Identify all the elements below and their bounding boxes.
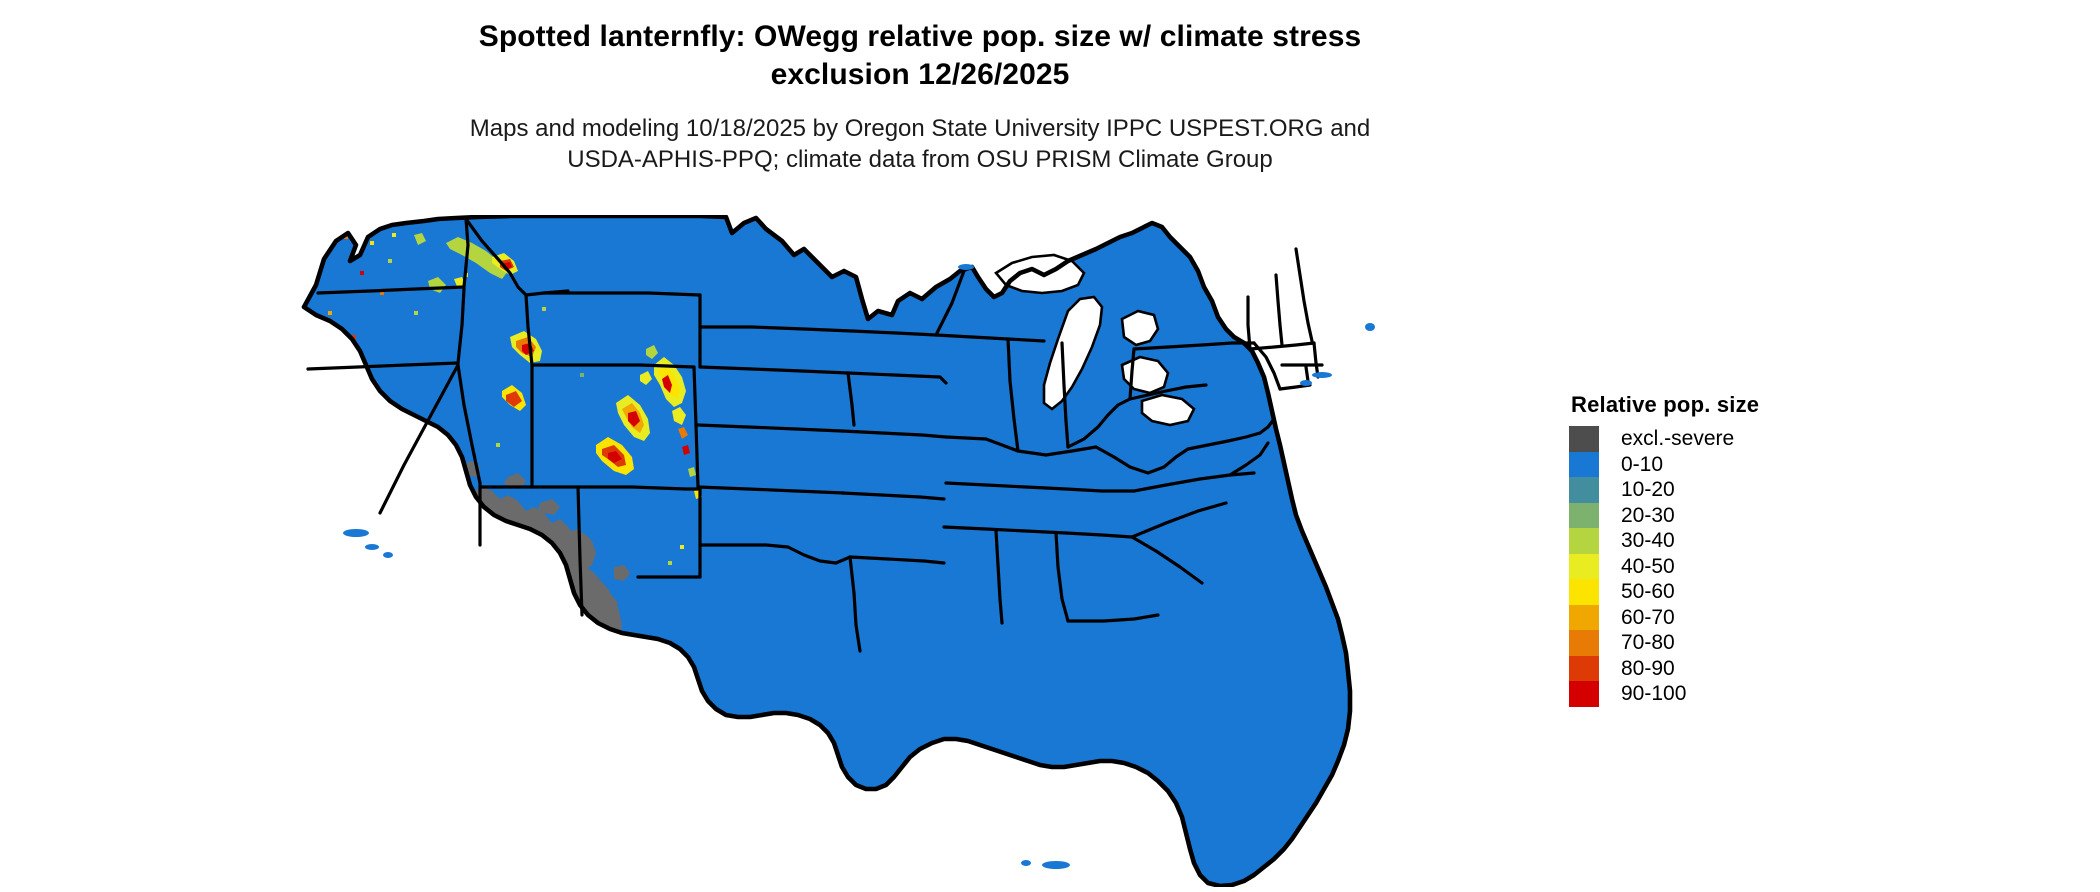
legend-label-50-60: 50-60 [1621,580,1675,604]
legend-label-10-20: 10-20 [1621,478,1675,502]
legend-swatch-10-20 [1569,477,1599,503]
legend-item-80-90[interactable]: 80-90 [1569,655,1899,681]
legend-swatch-50-60 [1569,579,1599,605]
legend-item-70-80[interactable]: 70-80 [1569,630,1899,656]
legend-item-10-20[interactable]: 10-20 [1569,477,1899,503]
legend-item-excl-severe[interactable]: excl.-severe [1569,426,1899,452]
legend-label-excl-severe: excl.-severe [1621,427,1735,451]
legend-label-20-30: 20-30 [1621,503,1675,527]
legend-item-50-60[interactable]: 50-60 [1569,579,1899,605]
legend-label-30-40: 30-40 [1621,529,1675,553]
legend-swatch-30-40 [1569,528,1599,554]
state-borders [306,217,1324,653]
legend-swatch-90-100 [1569,681,1599,707]
conus-outline [301,215,1353,887]
legend-rows: excl.-severe 0-10 10-20 20-30 30-40 40-5 [1569,426,1899,707]
legend-swatch-70-80 [1569,630,1599,656]
legend-swatch-excl-severe [1569,426,1599,452]
us-map-svg [301,215,1375,887]
hotspot-colorado-rockies [596,345,702,499]
legend-swatch-0-10 [1569,451,1599,477]
legend-item-60-70[interactable]: 60-70 [1569,604,1899,630]
legend-swatch-60-70 [1569,604,1599,630]
legend-item-0-10[interactable]: 0-10 [1569,451,1899,477]
choropleth-map [296,215,1616,887]
legend-label-80-90: 80-90 [1621,656,1675,680]
map-legend: Relative pop. size excl.-severe 0-10 10-… [1569,392,1899,707]
legend-swatch-40-50 [1569,553,1599,579]
coastal-islands [343,264,1375,869]
legend-item-40-50[interactable]: 40-50 [1569,553,1899,579]
legend-item-90-100[interactable]: 90-100 [1569,681,1899,707]
page-subtitle: Maps and modeling 10/18/2025 by Oregon S… [469,114,1371,174]
legend-swatch-80-90 [1569,655,1599,681]
hotspot-sierra-nevada [352,417,398,489]
legend-item-20-30[interactable]: 20-30 [1569,502,1899,528]
legend-label-60-70: 60-70 [1621,605,1675,629]
legend-swatch-20-30 [1569,502,1599,528]
map-base-fill [304,216,1350,886]
legend-label-90-100: 90-100 [1621,682,1687,706]
legend-label-40-50: 40-50 [1621,554,1675,578]
legend-item-30-40[interactable]: 30-40 [1569,528,1899,554]
page-title: Spotted lanternfly: OWegg relative pop. … [478,20,1362,92]
legend-title: Relative pop. size [1571,392,1760,417]
legend-label-0-10: 0-10 [1621,452,1664,476]
legend-label-70-80: 70-80 [1621,631,1675,655]
title-block: Spotted lanternfly: OWegg relative pop. … [0,18,1840,176]
